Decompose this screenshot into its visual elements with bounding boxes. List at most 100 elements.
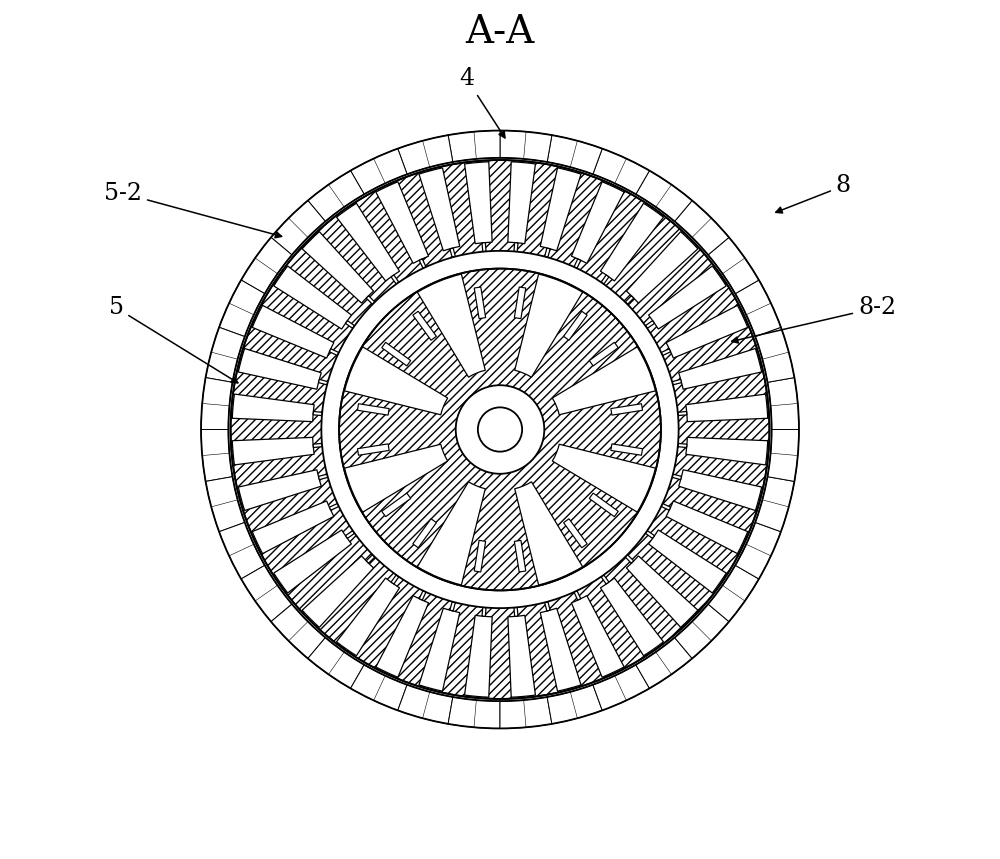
Wedge shape xyxy=(376,595,429,677)
Wedge shape xyxy=(329,349,339,356)
Polygon shape xyxy=(589,343,618,366)
Text: 4: 4 xyxy=(459,67,505,137)
Wedge shape xyxy=(678,443,687,448)
Wedge shape xyxy=(351,665,407,710)
Wedge shape xyxy=(302,232,374,303)
Wedge shape xyxy=(574,259,581,268)
Polygon shape xyxy=(564,311,587,340)
Wedge shape xyxy=(666,501,748,554)
Wedge shape xyxy=(318,474,328,479)
Wedge shape xyxy=(675,604,729,659)
Wedge shape xyxy=(417,482,485,585)
Wedge shape xyxy=(545,248,550,258)
Wedge shape xyxy=(755,327,794,382)
Wedge shape xyxy=(308,637,364,688)
Wedge shape xyxy=(515,274,583,377)
Wedge shape xyxy=(206,477,245,532)
Wedge shape xyxy=(625,295,634,304)
Polygon shape xyxy=(382,343,411,366)
Wedge shape xyxy=(450,601,455,611)
Wedge shape xyxy=(593,665,649,710)
Wedge shape xyxy=(636,637,692,688)
Wedge shape xyxy=(345,531,355,539)
Wedge shape xyxy=(735,280,781,337)
Wedge shape xyxy=(351,149,407,194)
Wedge shape xyxy=(755,477,794,532)
Wedge shape xyxy=(450,248,455,258)
Wedge shape xyxy=(661,349,671,356)
Wedge shape xyxy=(465,615,492,698)
Wedge shape xyxy=(419,591,426,600)
Wedge shape xyxy=(482,607,486,617)
Polygon shape xyxy=(611,404,643,415)
Wedge shape xyxy=(252,305,334,358)
Wedge shape xyxy=(201,430,232,481)
Wedge shape xyxy=(649,530,726,593)
Circle shape xyxy=(321,251,679,608)
Wedge shape xyxy=(313,443,322,448)
Wedge shape xyxy=(636,171,692,222)
Wedge shape xyxy=(238,349,321,389)
Wedge shape xyxy=(547,685,602,724)
Wedge shape xyxy=(571,182,624,264)
Circle shape xyxy=(231,160,769,699)
Wedge shape xyxy=(219,522,265,579)
Wedge shape xyxy=(679,349,762,389)
Wedge shape xyxy=(337,204,400,281)
Wedge shape xyxy=(252,501,334,554)
Wedge shape xyxy=(601,575,609,584)
Wedge shape xyxy=(649,266,726,329)
Wedge shape xyxy=(540,168,581,251)
Wedge shape xyxy=(645,531,655,539)
Wedge shape xyxy=(274,530,351,593)
Wedge shape xyxy=(329,503,339,510)
Wedge shape xyxy=(398,135,453,174)
Wedge shape xyxy=(391,575,399,584)
Wedge shape xyxy=(626,556,698,627)
Wedge shape xyxy=(366,295,375,304)
Wedge shape xyxy=(514,242,518,252)
Wedge shape xyxy=(274,266,351,329)
Wedge shape xyxy=(574,591,581,600)
Wedge shape xyxy=(768,430,799,481)
Wedge shape xyxy=(345,320,355,328)
Wedge shape xyxy=(768,378,799,430)
Polygon shape xyxy=(611,444,643,455)
Wedge shape xyxy=(419,259,426,268)
Circle shape xyxy=(339,269,661,590)
Wedge shape xyxy=(514,607,518,617)
Wedge shape xyxy=(448,131,500,162)
Polygon shape xyxy=(382,493,411,516)
Text: 5-2: 5-2 xyxy=(104,182,282,238)
Wedge shape xyxy=(666,305,748,358)
Wedge shape xyxy=(271,200,325,255)
Wedge shape xyxy=(271,604,325,659)
Wedge shape xyxy=(465,161,492,244)
Polygon shape xyxy=(514,287,526,319)
Wedge shape xyxy=(552,347,655,415)
Wedge shape xyxy=(600,578,663,655)
Wedge shape xyxy=(219,280,265,337)
Wedge shape xyxy=(735,522,781,579)
Wedge shape xyxy=(661,503,671,510)
Polygon shape xyxy=(589,493,618,516)
Circle shape xyxy=(339,269,661,590)
Wedge shape xyxy=(675,200,729,255)
Text: 8-2: 8-2 xyxy=(732,296,896,343)
Wedge shape xyxy=(540,608,581,691)
Wedge shape xyxy=(545,601,550,611)
Polygon shape xyxy=(474,540,486,572)
Wedge shape xyxy=(645,320,655,328)
Wedge shape xyxy=(313,411,322,416)
Wedge shape xyxy=(500,131,552,162)
Circle shape xyxy=(201,131,799,728)
Text: A-A: A-A xyxy=(465,14,535,51)
Polygon shape xyxy=(474,287,486,319)
Wedge shape xyxy=(508,161,535,244)
Wedge shape xyxy=(626,232,698,303)
Wedge shape xyxy=(515,482,583,585)
Text: 5: 5 xyxy=(109,296,238,383)
Wedge shape xyxy=(547,135,602,174)
Wedge shape xyxy=(238,470,321,510)
Wedge shape xyxy=(571,595,624,677)
